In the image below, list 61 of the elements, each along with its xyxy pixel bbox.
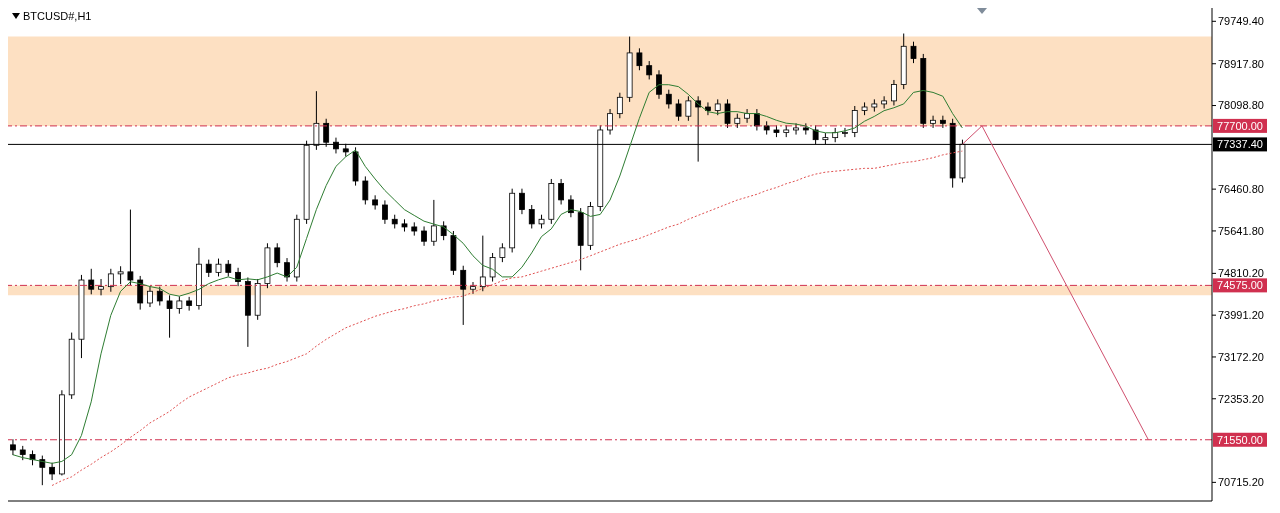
candlestick: [930, 115, 936, 129]
candlestick: [421, 225, 427, 247]
candlestick: [558, 178, 565, 205]
candlestick: [528, 204, 535, 229]
candlestick: [489, 252, 496, 283]
y-tick-label: 70715.20: [1218, 476, 1264, 489]
y-tick-label: 74810.20: [1218, 267, 1264, 280]
y-tick-label: 75641.80: [1218, 224, 1264, 237]
candlestick: [235, 267, 241, 287]
candlestick: [156, 286, 163, 307]
candlestick: [10, 438, 16, 456]
candlestick: [88, 268, 95, 295]
candlestick: [372, 194, 379, 211]
candlestick: [724, 98, 731, 129]
y-tick-label: 78917.80: [1218, 57, 1264, 70]
candlestick: [440, 220, 447, 241]
candlestick: [910, 41, 917, 64]
candlestick: [98, 278, 104, 296]
candlestick: [49, 462, 55, 481]
candlestick: [705, 101, 711, 116]
candlestick: [39, 455, 46, 486]
candlestick: [147, 285, 153, 308]
candlestick: [675, 98, 682, 122]
candlestick: [891, 79, 897, 106]
y-tick-label: 78098.80: [1218, 99, 1264, 112]
candlestick: [656, 69, 662, 100]
y-tick-label: 73991.20: [1218, 309, 1264, 322]
y-tick-label: 72353.20: [1218, 392, 1264, 405]
candlestick: [137, 275, 144, 311]
candlestick: [460, 265, 467, 326]
ref-line-label: 74575.00: [1217, 279, 1263, 292]
candlestick: [842, 127, 848, 138]
ref-line-label: 77337.40: [1217, 138, 1263, 151]
candlestick: [519, 188, 525, 215]
y-tick-label: 79749.40: [1218, 15, 1264, 28]
candlestick: [362, 175, 369, 205]
candlestick: [499, 242, 506, 263]
y-tick-label: 73172.20: [1218, 350, 1264, 363]
candlestick: [166, 294, 173, 339]
candlestick: [939, 115, 946, 129]
candlestick: [636, 47, 643, 71]
candlestick: [665, 89, 672, 110]
ref-line-label: 77700.00: [1217, 119, 1263, 132]
candlestick: [616, 92, 623, 119]
candlestick: [646, 60, 653, 80]
chart-title: BTCUSD#,H1: [23, 10, 92, 22]
candlestick: [470, 281, 476, 295]
candlestick: [274, 242, 281, 268]
candlestick: [479, 235, 486, 292]
candlestick: [107, 268, 114, 293]
candlestick: [851, 105, 858, 138]
candlestick: [881, 95, 888, 110]
candlestick: [607, 108, 613, 136]
candlestick: [744, 108, 750, 124]
candlestick: [430, 199, 437, 247]
candlestick: [382, 199, 388, 225]
ref-line-label: 71550.00: [1217, 433, 1263, 446]
y-tick-label: 76460.80: [1218, 183, 1264, 196]
candlestick: [186, 296, 193, 312]
candlestick: [127, 209, 134, 286]
candlestick: [685, 95, 692, 122]
